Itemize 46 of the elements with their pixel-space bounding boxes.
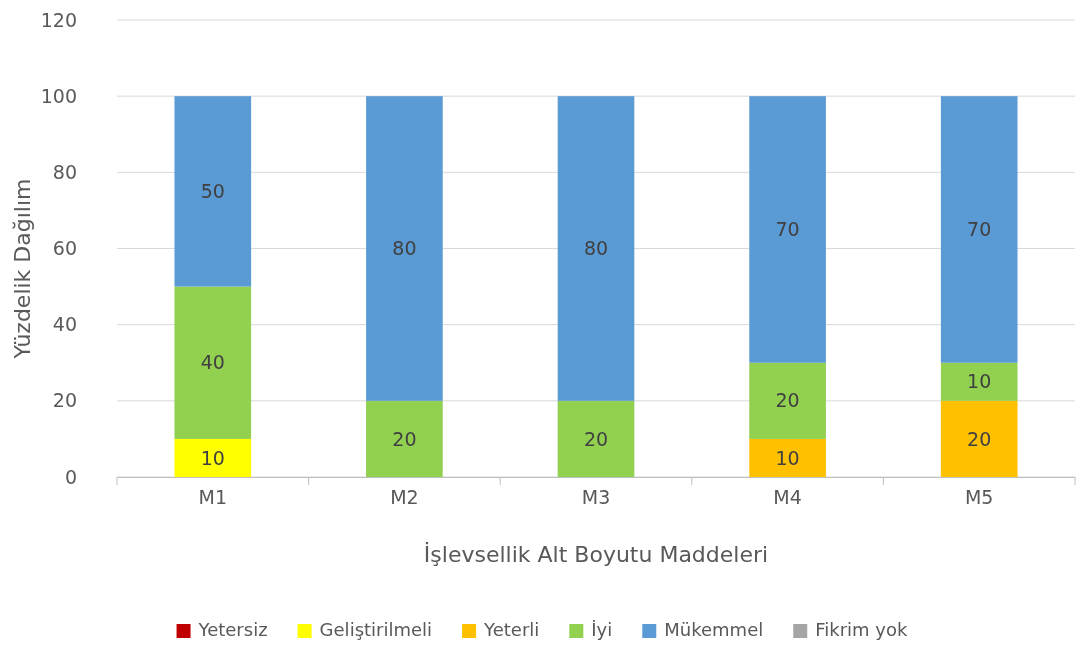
data-label: 20: [392, 427, 417, 450]
data-label: 20: [967, 427, 992, 450]
bar: [366, 400, 443, 477]
x-tick-label: M4: [773, 486, 802, 509]
legend-label: Yetersiz: [197, 619, 268, 640]
bar: [940, 400, 1018, 477]
bar: [557, 400, 635, 477]
data-label: 10: [775, 446, 800, 469]
legend-label: Fikrim yok: [815, 619, 909, 640]
legend-label: Mükemmel: [664, 619, 764, 640]
y-axis-title: Yüzdelik Dağılım: [10, 178, 35, 360]
data-label: 80: [583, 237, 609, 260]
bar: [174, 438, 252, 477]
bar: [749, 362, 826, 439]
data-label: 40: [200, 351, 225, 374]
x-tick-label: M2: [390, 486, 419, 509]
bar: [749, 438, 826, 477]
data-label: 20: [775, 389, 800, 412]
data-label: 20: [583, 427, 609, 450]
y-tick-label: 40: [52, 313, 77, 336]
y-tick-label: 120: [40, 8, 77, 31]
x-tick-label: M5: [964, 486, 994, 509]
x-axis-title: İşlevsellik Alt Boyutu Maddeleri: [423, 542, 769, 567]
data-label: 80: [392, 237, 417, 260]
y-tick-label: 60: [52, 237, 77, 260]
y-tick-label: 0: [64, 465, 77, 488]
data-label: 50: [200, 180, 225, 203]
legend-label: Yeterli: [483, 619, 540, 640]
bar: [557, 96, 635, 401]
data-label: 70: [967, 218, 992, 241]
data-label: 10: [967, 370, 992, 393]
data-label: 10: [200, 446, 225, 469]
bar: [366, 96, 443, 401]
bar: [940, 96, 1018, 363]
bar: [940, 362, 1018, 401]
y-tick-label: 20: [52, 389, 77, 412]
bar: [174, 96, 252, 287]
bar: [174, 286, 252, 439]
legend-label: İyi: [591, 619, 613, 640]
legend-label: Geliştirilmeli: [319, 619, 433, 640]
data-label: 70: [775, 218, 800, 241]
x-tick-label: M1: [198, 486, 228, 509]
bar: [749, 96, 826, 363]
y-tick-label: 100: [40, 84, 77, 107]
y-tick-label: 80: [52, 160, 77, 183]
x-tick-label: M3: [581, 486, 611, 509]
